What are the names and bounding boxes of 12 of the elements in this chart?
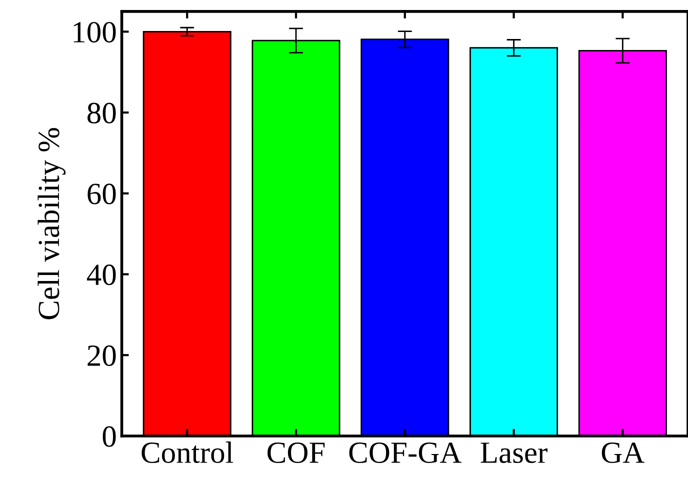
y-axis-title: Cell viability %: [38, 128, 66, 320]
x-tick-label: GA: [602, 442, 645, 464]
y-tick-label: 0: [102, 426, 116, 447]
x-tick-label: Control: [142, 442, 234, 464]
x-tick-label: Laser: [480, 442, 548, 464]
y-tick-label: 60: [88, 184, 116, 204]
x-tick-label: COF-GA: [349, 442, 462, 464]
y-tick-label: 20: [88, 345, 116, 366]
y-tick-label: 100: [74, 22, 116, 43]
y-tick-label: 40: [86, 264, 116, 286]
x-tick-label: COF: [268, 442, 325, 464]
y-tick-label: 80: [88, 102, 116, 124]
